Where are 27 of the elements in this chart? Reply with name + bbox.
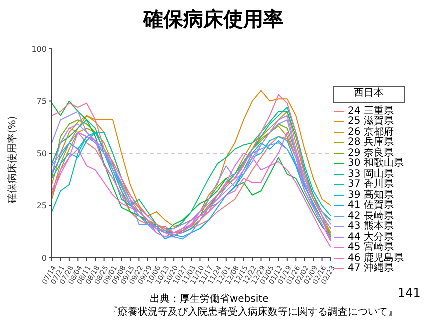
legend-label: 43 熊本県: [348, 221, 394, 232]
source-note: 出典：厚生労働省website: [150, 292, 269, 306]
y-tick-label: 100: [32, 44, 47, 54]
legend-label: 47 沖縄県: [348, 263, 394, 274]
chart-title: 確保病床使用率: [142, 6, 284, 33]
legend-label: 33 岡山県: [348, 168, 394, 180]
y-tick-label: 0: [42, 254, 47, 263]
y-tick-label: 25: [36, 202, 47, 211]
legend-label: 42 長崎県: [348, 210, 394, 222]
legend-label: 44 大分県: [348, 232, 394, 242]
y-tick-label: 75: [36, 97, 47, 106]
legend-label: 26 京都府: [348, 126, 394, 138]
legend-label: 41 佐賀県: [348, 200, 394, 211]
text: 『療養状況等及び入院患者受入病床数等に関する調査について』: [108, 306, 398, 319]
y-axis-title: 確保病床使用率(%): [6, 116, 19, 204]
legend-title: 西日本: [333, 86, 405, 102]
legend-label: 37 香川県: [348, 179, 394, 190]
legend-label: 39 高知県: [348, 190, 394, 200]
legend-label: 29 奈良県: [348, 148, 394, 158]
legend-label: 28 兵庫県: [348, 137, 394, 148]
legend-label: 25 滋賀県: [348, 116, 394, 127]
text: 141: [398, 286, 421, 300]
y-tick-label: 50: [36, 149, 47, 158]
legend-label: 30 和歌山県: [348, 158, 404, 169]
legend-label: 24 三重県: [348, 106, 394, 116]
legend-label: 46 鹿児島県: [348, 252, 404, 264]
legend-label: 45 宮崎県: [348, 242, 394, 253]
